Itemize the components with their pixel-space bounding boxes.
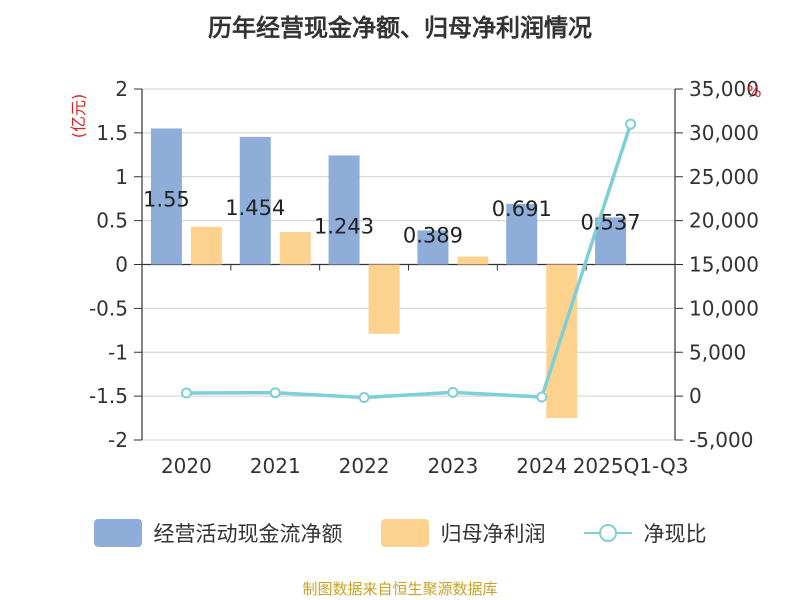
bar	[239, 136, 271, 265]
bar	[328, 155, 360, 265]
ratio-point	[180, 387, 192, 399]
x-tick-label: 2023	[427, 454, 478, 478]
bars	[150, 128, 627, 419]
x-tick-label: 2020	[161, 454, 212, 478]
x-tick-label: 2024	[516, 454, 567, 478]
data-label: 1.55	[143, 187, 190, 211]
bar	[190, 226, 222, 265]
y-right-tick-label: 10,000	[689, 296, 759, 320]
data-label: 0.537	[581, 210, 641, 234]
legend-label-ratio: 净现比	[643, 522, 707, 546]
y-left-tick-label: -1	[108, 340, 128, 364]
bar	[546, 264, 578, 419]
y-right-tick-label: 5,000	[689, 340, 746, 364]
x-tick-label: 2025Q1-Q3	[573, 454, 689, 478]
y-right-tick-label: 25,000	[689, 165, 759, 189]
y-left-tick-label: -0.5	[89, 296, 128, 320]
legend: 经营活动现金流净额 归母净利润 净现比	[0, 518, 800, 548]
y-left-tick-label: 2	[115, 77, 128, 101]
bar	[279, 232, 311, 265]
legend-swatch-ratio	[583, 519, 632, 547]
data-labels: 1.55 1.454 1.243 0.389 0.691 0.537	[143, 187, 641, 247]
bar	[417, 230, 449, 265]
legend-item-cashflow[interactable]: 经营活动现金流净额	[93, 518, 343, 548]
data-label: 1.243	[314, 214, 374, 238]
legend-item-net-profit[interactable]: 归母净利润	[380, 518, 546, 548]
axes: 2 1.5 1 0.5 0 -0.5 -1 -1.5 -2 35,000 30,000 25,000 2…	[89, 77, 759, 478]
bar	[457, 256, 489, 265]
bar	[150, 128, 182, 265]
gridlines	[142, 88, 675, 441]
ratio-point	[358, 392, 370, 404]
ratio-point	[625, 118, 637, 130]
y-left-tick-label: 0.5	[96, 209, 128, 233]
y-right-tick-label: 20,000	[689, 209, 759, 233]
y-right-tick-label: 35,000	[689, 77, 759, 101]
y-left-tick-label: -2	[108, 428, 128, 452]
y-left-tick-label: 0	[115, 253, 128, 277]
ratio-line-path	[186, 123, 633, 400]
legend-item-ratio[interactable]: 净现比	[583, 518, 707, 548]
y-left-tick-label: 1	[115, 165, 128, 189]
x-tick-label: 2021	[250, 454, 301, 478]
y-left-tick-label: 1.5	[96, 121, 128, 145]
bar	[368, 264, 400, 334]
ratio-point	[447, 386, 459, 398]
legend-label-net-profit: 归母净利润	[440, 522, 546, 546]
data-label: 0.389	[403, 223, 463, 247]
y-right-tick-label: 15,000	[689, 253, 759, 277]
legend-swatch-net-profit	[380, 519, 429, 547]
y-right-tick-label: -5,000	[689, 428, 753, 452]
data-label: 0.691	[492, 197, 552, 221]
x-tick-label: 2022	[339, 454, 390, 478]
ratio-point	[269, 387, 281, 399]
y-right-tick-label: 0	[689, 384, 702, 408]
ratio-point	[536, 391, 548, 403]
data-label: 1.454	[225, 196, 285, 220]
legend-label-cashflow: 经营活动现金流净额	[153, 522, 343, 546]
y-axis-right-label: %	[746, 82, 761, 101]
ratio-line	[180, 118, 637, 404]
legend-swatch-cashflow	[93, 519, 142, 547]
bar	[595, 217, 627, 265]
bar	[506, 203, 538, 265]
y-axis-left-label: (亿元)	[69, 94, 88, 139]
y-left-tick-label: -1.5	[89, 384, 128, 408]
chart-title: 历年经营现金净额、归母净利润情况	[208, 14, 592, 42]
y-right-tick-label: 30,000	[689, 121, 759, 145]
source-note: 制图数据来自恒生聚源数据库	[302, 580, 498, 598]
